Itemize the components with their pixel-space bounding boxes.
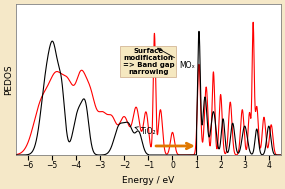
Text: TiO₂: TiO₂ bbox=[135, 127, 157, 136]
Y-axis label: PEDOS: PEDOS bbox=[4, 64, 13, 95]
Text: Surface
modification
=> Band gap
narrowing: Surface modification => Band gap narrowi… bbox=[123, 48, 174, 75]
Text: MOₓ: MOₓ bbox=[158, 48, 196, 70]
X-axis label: Energy / eV: Energy / eV bbox=[122, 176, 174, 185]
